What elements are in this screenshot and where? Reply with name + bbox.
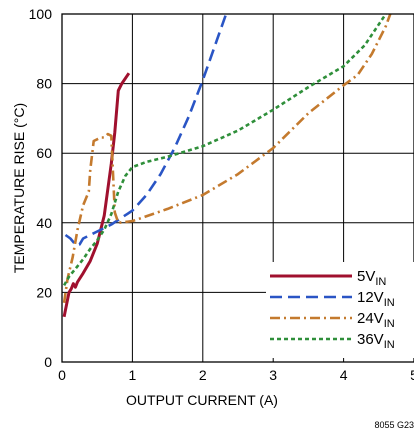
y-tick-label: 20 bbox=[36, 284, 52, 300]
x-tick-label: 4 bbox=[340, 367, 348, 383]
legend-label-36v: 36VIN bbox=[357, 331, 395, 351]
x-tick-label: 2 bbox=[199, 367, 207, 383]
x-axis-title: OUTPUT CURRENT (A) bbox=[126, 392, 278, 408]
x-tick-label: 1 bbox=[129, 367, 137, 383]
x-tick-label: 0 bbox=[58, 367, 66, 383]
series-line-24v bbox=[62, 14, 392, 303]
plot-frame bbox=[61, 13, 414, 363]
series-line-5v bbox=[62, 72, 131, 318]
legend-backdrop bbox=[266, 262, 414, 358]
figure-id: 8055 G23 bbox=[374, 420, 414, 430]
tick-labels: 0 1 2 3 4 5 0 20 40 60 80 100 bbox=[29, 6, 414, 383]
y-tick-label: 40 bbox=[36, 215, 52, 231]
series-lines bbox=[62, 14, 392, 318]
y-tick-label: 80 bbox=[36, 76, 52, 92]
y-tick-label: 0 bbox=[44, 354, 52, 370]
series-line-36v bbox=[62, 14, 387, 287]
series-line-12v bbox=[64, 14, 228, 247]
x-tick-label: 5 bbox=[410, 367, 414, 383]
y-tick-label: 60 bbox=[36, 145, 52, 161]
y-tick-label: 100 bbox=[29, 6, 53, 22]
legend-label-12v: 12VIN bbox=[357, 289, 395, 309]
y-axis-title: TEMPERATURE RISE (°C) bbox=[11, 103, 27, 273]
legend-label-5v: 5VIN bbox=[357, 268, 386, 288]
legend-label-24v: 24VIN bbox=[357, 310, 395, 330]
x-tick-label: 3 bbox=[269, 367, 277, 383]
